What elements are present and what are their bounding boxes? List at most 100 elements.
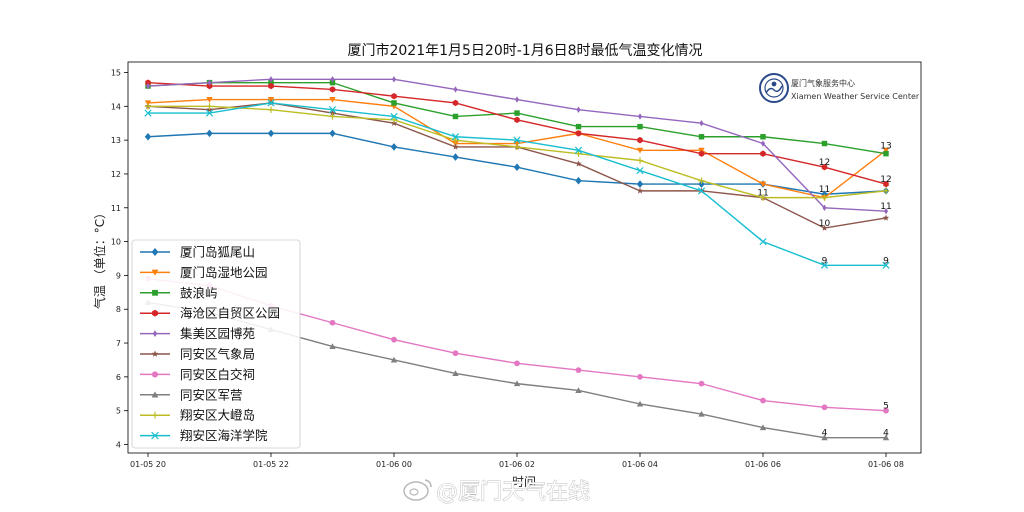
data-point <box>575 150 582 157</box>
data-point <box>883 150 889 157</box>
data-point <box>698 380 705 387</box>
data-point <box>882 147 890 154</box>
data-point <box>514 96 520 103</box>
data-point <box>329 113 336 120</box>
data-point <box>391 100 397 106</box>
data-point <box>452 370 459 377</box>
y-tick-label: 7 <box>116 339 121 348</box>
plot-frame <box>127 61 922 454</box>
data-point <box>514 116 520 124</box>
data-point <box>329 129 336 138</box>
data-label: 9 <box>822 256 828 266</box>
data-point <box>207 79 212 86</box>
legend-label: 厦门岛湿地公园 <box>180 265 268 280</box>
x-tick-label: 01-05 20 <box>130 460 166 469</box>
data-point <box>452 143 459 150</box>
x-tick-label: 01-06 04 <box>622 460 658 469</box>
data-point <box>697 187 706 195</box>
data-point <box>267 106 275 113</box>
watermark-text: @厦门天气在线 <box>436 480 590 505</box>
legend-label: 翔安区海洋学院 <box>180 428 268 443</box>
data-point <box>451 133 460 141</box>
legend-box <box>131 239 301 449</box>
data-point <box>513 143 521 151</box>
data-label: 11 <box>757 189 768 199</box>
data-point <box>759 181 767 188</box>
legend-item: 集美区园博苑 <box>140 326 256 341</box>
data-point <box>391 76 397 83</box>
logo-name-cn: 厦门气象服务中心 <box>791 78 855 88</box>
data-point <box>820 261 829 269</box>
legend-item: 翔安区大嶝岛 <box>140 408 255 423</box>
data-point <box>637 123 643 130</box>
data-point <box>698 134 705 140</box>
data-point <box>883 180 889 188</box>
data-point <box>575 160 582 167</box>
data-point <box>636 180 644 188</box>
x-tick-label: 01-05 22 <box>253 460 289 469</box>
data-point <box>144 103 152 110</box>
y-tick-label: 10 <box>111 238 121 247</box>
data-point <box>759 424 767 431</box>
data-point <box>206 129 213 138</box>
logo-name-en: Xiamen Weather Service Center <box>791 92 920 101</box>
x-tick-label: 01-06 06 <box>745 460 781 469</box>
data-point <box>821 194 828 201</box>
series-3 <box>145 79 889 157</box>
legend-item: 翔安区海洋学院 <box>140 428 268 443</box>
data-point <box>821 404 828 411</box>
data-point <box>452 153 459 161</box>
data-point <box>330 76 335 83</box>
data-point <box>822 204 827 211</box>
data-point <box>760 150 766 157</box>
data-point <box>882 434 890 441</box>
data-point <box>636 400 644 407</box>
legend-item: 鼓浪屿 <box>140 285 218 300</box>
y-tick-label: 6 <box>116 373 121 382</box>
data-point <box>329 96 336 103</box>
data-point <box>821 163 828 171</box>
data-point <box>151 431 159 440</box>
data-point <box>698 410 705 417</box>
data-point <box>145 79 151 86</box>
y-tick-label: 13 <box>111 136 121 145</box>
data-point <box>698 150 705 157</box>
data-point <box>152 330 158 337</box>
legend-item: 海沧区自贸区公园 <box>140 306 280 321</box>
legend-label: 集美区园博苑 <box>180 326 256 341</box>
legend-label: 同安区气象局 <box>180 347 255 362</box>
x-axis: 01-05 20 01-05 22 01-06 00 01-06 02 01-06 04… <box>130 453 904 469</box>
data-point <box>453 86 458 93</box>
data-label: 13 <box>880 141 891 151</box>
data-point <box>390 116 398 124</box>
data-label: 4 <box>822 429 828 439</box>
chart-title: 厦门市2021年1月5日20时-1月6日8时最低气温变化情况 <box>347 42 702 59</box>
legend-label: 同安区白交祠 <box>180 367 255 382</box>
data-label: 11 <box>819 185 830 195</box>
y-tick-label: 8 <box>116 305 121 314</box>
data-point <box>391 92 397 100</box>
data-point <box>151 350 159 357</box>
data-point <box>267 129 275 138</box>
data-point <box>206 103 213 110</box>
data-point <box>452 136 459 144</box>
end-value-labels: 11 12 11 10 9 4 13 12 11 9 5 4 <box>757 141 891 438</box>
series-5 <box>145 76 889 215</box>
data-point <box>882 261 890 269</box>
data-point <box>698 180 705 188</box>
data-point <box>637 113 643 120</box>
data-point <box>152 309 158 317</box>
data-point <box>328 106 337 114</box>
data-point <box>152 289 158 296</box>
data-point <box>267 99 275 107</box>
data-point <box>514 360 520 367</box>
y-tick-label: 14 <box>111 102 121 111</box>
watermark: @厦门天气在线 <box>403 479 590 505</box>
data-point <box>760 134 766 140</box>
y-tick-label: 9 <box>116 271 121 280</box>
data-point <box>637 136 643 144</box>
legend-item: 厦门岛湿地公园 <box>140 265 268 280</box>
data-point <box>574 146 583 154</box>
legend-label: 翔安区大嶝岛 <box>180 408 255 423</box>
